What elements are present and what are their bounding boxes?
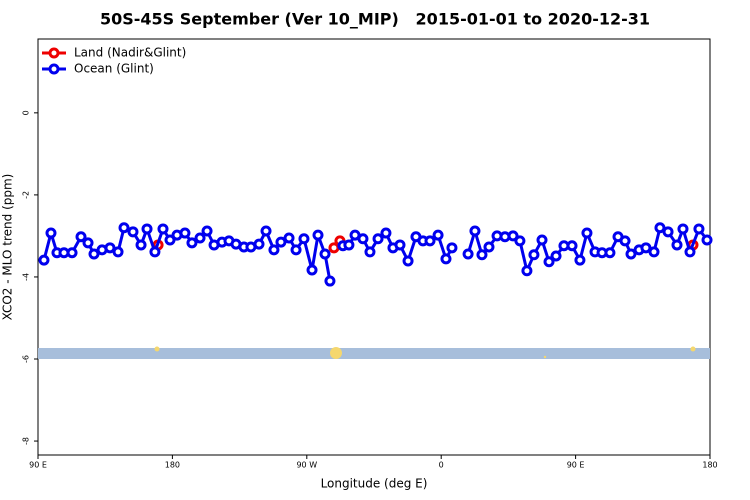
data-point — [574, 254, 586, 266]
data-point — [66, 247, 78, 259]
data-point — [528, 249, 540, 261]
x-tick-label: 180 — [702, 461, 717, 470]
x-tick-label: 180 — [165, 461, 180, 470]
data-point — [507, 230, 519, 242]
data-point — [149, 246, 161, 258]
y-tick-label: 0 — [22, 110, 31, 115]
data-point — [625, 248, 637, 260]
data-point — [543, 256, 555, 268]
x-axis-label: Longitude (deg E) — [321, 477, 428, 491]
land-mask-dots — [154, 346, 696, 359]
data-point — [483, 241, 495, 253]
data-point — [290, 244, 302, 256]
data-point — [581, 227, 593, 239]
data-point — [186, 237, 198, 249]
data-point — [298, 233, 310, 245]
mask-dot — [543, 355, 547, 359]
data-point — [118, 222, 130, 234]
data-point — [469, 225, 481, 237]
data-point — [604, 247, 616, 259]
legend-marker — [48, 47, 60, 59]
y-tick-label: -6 — [22, 355, 31, 363]
legend-label: Land (Nadir&Glint) — [74, 46, 186, 60]
mask-dot — [690, 346, 696, 352]
y-tick-label: -8 — [22, 437, 31, 445]
data-point — [179, 227, 191, 239]
data-point — [402, 255, 414, 267]
data-point — [566, 240, 578, 252]
data-point — [104, 242, 116, 254]
data-point — [275, 236, 287, 248]
data-point — [372, 233, 384, 245]
data-point — [141, 223, 153, 235]
data-point — [640, 242, 652, 254]
data-point — [701, 234, 713, 246]
data-point — [88, 248, 100, 260]
data-point — [462, 248, 474, 260]
data-point — [343, 239, 355, 251]
data-point — [127, 226, 139, 238]
data-point — [253, 238, 265, 250]
legend-label: Ocean (Glint) — [74, 62, 154, 76]
data-point — [82, 237, 94, 249]
data-point — [536, 234, 548, 246]
data-point — [432, 229, 444, 241]
data-point — [671, 239, 683, 251]
data-point — [157, 223, 169, 235]
data-point — [364, 246, 376, 258]
data-point — [194, 232, 206, 244]
data-point — [424, 235, 436, 247]
data-point — [380, 227, 392, 239]
data-point — [550, 250, 562, 262]
y-tick-label: -4 — [22, 273, 31, 281]
data-point — [312, 229, 324, 241]
land-mask-strip — [38, 348, 710, 359]
data-point — [283, 232, 295, 244]
data-point — [521, 265, 533, 277]
plot-frame — [37, 38, 711, 456]
data-point — [654, 222, 666, 234]
x-tick-label: 0 — [439, 461, 444, 470]
x-tick-label: 90 E — [29, 461, 47, 470]
data-point — [135, 239, 147, 251]
data-point — [324, 275, 336, 287]
x-tick-label: 90 E — [567, 461, 585, 470]
data-point — [45, 227, 57, 239]
data-point — [268, 244, 280, 256]
data-point — [662, 226, 674, 238]
data-point — [693, 223, 705, 235]
data-point — [394, 239, 406, 251]
data-point — [75, 231, 87, 243]
data-point — [446, 242, 458, 254]
data-point — [112, 246, 124, 258]
data-point — [38, 254, 50, 266]
data-point — [306, 264, 318, 276]
x-tick-label: 90 W — [296, 461, 317, 470]
chart-title: 50S-45S September (Ver 10_MIP) 2015-01-0… — [100, 10, 650, 29]
data-point — [440, 253, 452, 265]
data-point — [677, 223, 689, 235]
y-axis-label: XCO2 - MLO trend (ppm) — [1, 174, 15, 321]
data-point — [619, 235, 631, 247]
legend-marker — [48, 63, 60, 75]
data-point — [476, 249, 488, 261]
mask-dot — [330, 347, 342, 359]
mask-dot — [154, 346, 160, 352]
y-tick-label: -2 — [22, 191, 31, 199]
data-point — [648, 246, 660, 258]
data-point — [164, 234, 176, 246]
data-point — [357, 233, 369, 245]
data-point — [201, 225, 213, 237]
data-point — [319, 248, 331, 260]
data-point — [514, 235, 526, 247]
data-point — [684, 246, 696, 258]
data-point — [260, 225, 272, 237]
